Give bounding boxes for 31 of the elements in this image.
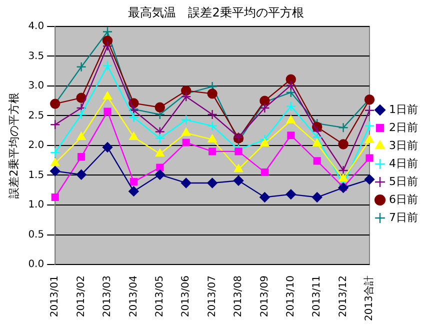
- y-tick-label: 3.5: [28, 50, 44, 62]
- legend-label: 6日前: [389, 192, 418, 206]
- x-tick-label: 2013/12: [338, 276, 349, 318]
- legend-label: 7日前: [389, 210, 418, 224]
- x-tick-label: 2013/02: [76, 276, 87, 318]
- x-tick-label: 2013/08: [233, 276, 244, 318]
- legend-label: 3日前: [389, 138, 418, 152]
- y-axis-title: 誤差2乗平均の平方根: [7, 92, 20, 198]
- x-tick-label: 2013合計: [363, 276, 376, 322]
- y-tick-label: 2.5: [28, 110, 44, 122]
- x-tick-label: 2013/05: [154, 276, 166, 318]
- legend-label: 1日前: [389, 102, 418, 116]
- y-tick-label: 4.0: [28, 20, 44, 32]
- legend-label: 2日前: [389, 120, 418, 134]
- y-tick-label: 1.5: [28, 170, 44, 181]
- y-tick-label: 3.0: [28, 80, 44, 92]
- y-tick-label: 0.5: [28, 229, 44, 240]
- y-tick-label: 2.0: [28, 140, 44, 152]
- chart-title: 最高気温 誤差2乗平均の平方根: [128, 5, 304, 20]
- x-tick-label: 2013/04: [128, 276, 140, 318]
- x-tick-label: 2013/03: [102, 276, 114, 318]
- y-tick-label: 0.0: [28, 259, 44, 270]
- x-tick-label: 2013/06: [180, 276, 192, 318]
- legend-label: 5日前: [389, 174, 418, 188]
- x-tick-label: 2013/09: [259, 276, 270, 318]
- y-tick-label: 1.0: [28, 200, 44, 211]
- x-tick-label: 2013/11: [312, 276, 323, 318]
- legend-label: 4日前: [389, 156, 418, 170]
- x-tick-label: 2013/07: [206, 276, 218, 318]
- x-tick-label: 2013/01: [50, 276, 61, 318]
- x-tick-label: 2013/10: [285, 276, 296, 318]
